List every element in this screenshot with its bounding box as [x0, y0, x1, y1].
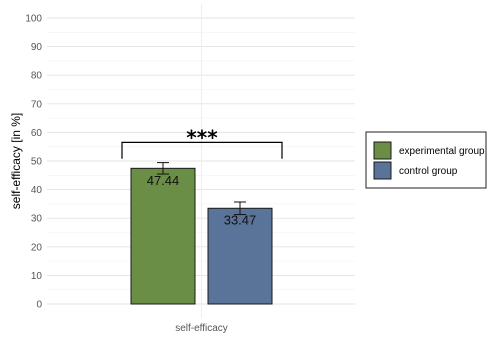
y-tick-label: 50	[31, 157, 43, 168]
legend-swatch	[373, 161, 392, 180]
data-labels: 47.44 33.47	[147, 173, 257, 228]
y-tick-label: 30	[31, 214, 43, 225]
legend-swatch	[373, 141, 392, 160]
y-tick-label: 70	[31, 99, 43, 110]
x-tick-label: self-efficacy	[175, 323, 228, 334]
data-label: 47.44	[147, 173, 180, 188]
bars	[130, 167, 273, 305]
y-tick-label: 20	[31, 242, 43, 253]
bar-control-group	[207, 207, 273, 305]
legend-label: experimental group	[399, 146, 485, 157]
data-label: 33.47	[224, 213, 257, 228]
y-tick-label: 60	[31, 128, 43, 139]
error-bars	[157, 162, 246, 216]
error-bar	[234, 201, 246, 216]
legend-label: control group	[399, 166, 458, 177]
bar-experimental-group	[130, 167, 196, 305]
y-tick-labels: 0 10 20 30 40 50 60 70 80 90 100	[25, 14, 42, 311]
error-bar	[157, 162, 169, 175]
significance-stars: ***	[186, 125, 218, 149]
y-tick-label: 90	[31, 42, 43, 53]
significance-bracket: ***	[121, 125, 283, 159]
bracket-line	[121, 141, 283, 159]
y-tick-label: 0	[36, 300, 42, 311]
legend: experimental group control group	[365, 131, 487, 189]
y-tick-label: 10	[31, 271, 43, 282]
grid-lines	[47, 4, 355, 318]
y-tick-label: 80	[31, 71, 43, 82]
y-tick-label: 40	[31, 185, 43, 196]
y-axis-title: self-efficacy [in %]	[9, 113, 23, 209]
legend-box	[365, 131, 487, 189]
y-tick-label: 100	[25, 14, 42, 25]
